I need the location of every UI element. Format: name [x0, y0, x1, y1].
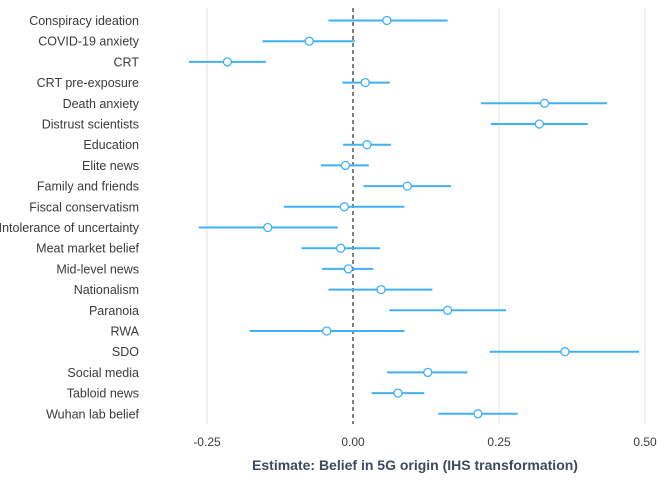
point-estimate [304, 36, 314, 46]
category-label: COVID-19 anxiety [38, 35, 139, 49]
category-label: Meat market belief [36, 242, 139, 256]
category-label: Intolerance of uncertainty [0, 221, 140, 235]
point-estimate [322, 326, 332, 336]
point-estimate [473, 409, 483, 419]
point-estimate [539, 98, 550, 108]
category-label: Distrust scientists [42, 118, 139, 132]
point-estimate [263, 222, 273, 233]
category-label: Fiscal conservatism [29, 200, 139, 214]
point-estimate [376, 284, 386, 295]
category-label: Nationalism [74, 283, 139, 297]
point-estimate [423, 367, 433, 378]
x-tick-label: -0.25 [193, 435, 221, 449]
category-label: CRT [114, 55, 140, 69]
x-tick-label: 0.50 [633, 435, 657, 449]
category-label: SDO [112, 345, 139, 359]
category-label: Social media [67, 366, 139, 380]
point-estimate [402, 181, 412, 191]
estimate-marks [188, 15, 640, 419]
point-estimate [382, 15, 392, 26]
category-label: Tabloid news [67, 387, 139, 401]
x-axis-title: Estimate: Belief in 5G origin (IHS trans… [252, 457, 578, 473]
x-tick-label: 0.00 [341, 435, 365, 449]
category-label: Paranoia [89, 304, 139, 318]
point-estimate [340, 160, 351, 171]
x-tick-label: 0.25 [487, 435, 511, 449]
grid-lines [206, 8, 646, 424]
category-labels: Conspiracy ideation COVID-19 anxiety CRT CR… [0, 14, 140, 421]
category-label: Wuhan lab belief [46, 407, 139, 421]
point-estimate [362, 140, 372, 150]
category-label: Family and friends [37, 180, 139, 194]
category-label: Death anxiety [63, 97, 140, 111]
category-label: CRT pre-exposure [37, 76, 139, 90]
point-estimate [339, 202, 349, 212]
point-estimate [534, 119, 544, 129]
category-label: RWA [111, 325, 140, 339]
point-estimate [336, 243, 346, 253]
category-label: Mid-level news [56, 262, 139, 276]
point-estimate [442, 305, 453, 315]
point-estimate [560, 347, 570, 357]
category-label: Education [83, 138, 139, 152]
point-estimate [360, 77, 370, 88]
point-estimate [393, 388, 403, 398]
category-label: Conspiracy ideation [29, 14, 139, 28]
category-label: Elite news [82, 159, 139, 173]
x-axis-ticks: -0.25 0.00 0.25 0.50 [193, 435, 657, 449]
point-estimate [222, 57, 233, 67]
point-estimate [343, 264, 353, 274]
